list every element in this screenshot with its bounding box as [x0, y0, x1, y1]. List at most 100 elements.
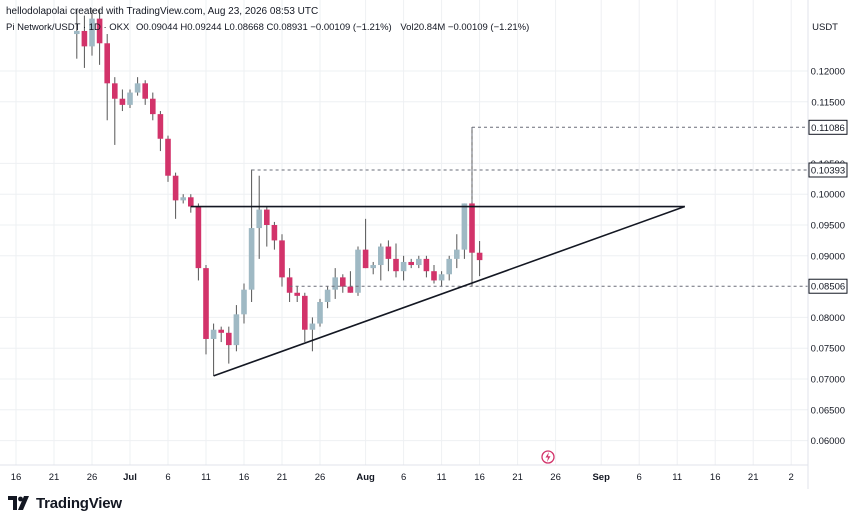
candle[interactable] — [362, 218, 369, 269]
candle[interactable] — [180, 194, 186, 204]
candle[interactable] — [454, 234, 460, 269]
candle[interactable] — [74, 9, 80, 59]
candle[interactable] — [324, 286, 331, 309]
candle[interactable] — [233, 305, 240, 352]
time-tick-label: 11 — [201, 472, 211, 483]
time-tick-label: 26 — [87, 472, 98, 483]
candle[interactable] — [347, 271, 354, 293]
event-marker[interactable] — [541, 450, 555, 464]
price-tick-label: 0.07500 — [811, 344, 845, 355]
candle-body-up — [454, 249, 460, 259]
candle[interactable] — [423, 255, 430, 278]
candle[interactable] — [195, 203, 202, 281]
time-axis[interactable]: 16 21 26 Jul 6 11 16 21 26 Aug 6 11 16 21 26 Sep 6 11 16 21… — [11, 472, 794, 483]
candle[interactable] — [294, 286, 300, 302]
candle-body-down — [279, 240, 285, 278]
volume-change: −0.00109 (−1.21%) — [447, 22, 530, 33]
candle[interactable] — [431, 265, 437, 284]
candle[interactable] — [309, 317, 316, 352]
price-level-tag-label: 0.08506 — [811, 282, 845, 293]
candle[interactable] — [172, 172, 179, 219]
plot-area[interactable] — [74, 9, 808, 377]
price-level-tag-label: 0.11086 — [811, 123, 845, 134]
time-tick-label: 6 — [637, 472, 642, 483]
candle-body-up — [317, 302, 323, 324]
grid — [0, 0, 808, 465]
candle[interactable] — [461, 203, 468, 259]
candle[interactable] — [476, 241, 483, 277]
time-tick-label: 26 — [550, 472, 561, 483]
candle[interactable] — [188, 194, 194, 213]
time-tick-label: 16 — [710, 472, 721, 483]
candle[interactable] — [241, 283, 247, 324]
price-tick-label: 0.09500 — [811, 221, 845, 232]
candle-body-up — [180, 197, 186, 201]
symbol-name[interactable]: Pi Network/USDT · 1D · OKX — [6, 22, 130, 33]
candle[interactable] — [112, 77, 118, 145]
candle-body-up — [248, 228, 255, 290]
candle[interactable] — [150, 92, 156, 121]
time-tick-label: 11 — [437, 472, 447, 483]
candle-body-down — [203, 268, 209, 339]
candle[interactable] — [104, 34, 110, 121]
candle[interactable] — [279, 234, 285, 287]
candle[interactable] — [218, 326, 224, 343]
price-tick-label: 0.09000 — [811, 251, 845, 262]
candle[interactable] — [165, 135, 171, 182]
candle[interactable] — [248, 169, 255, 302]
candle-body-up — [210, 329, 217, 339]
candle-body-up — [134, 83, 141, 93]
candle[interactable] — [416, 255, 422, 269]
tradingview-brand[interactable]: TradingView — [8, 494, 122, 512]
candle[interactable] — [264, 206, 270, 247]
price-level-tag-label: 0.10393 — [811, 165, 845, 176]
price-tick-label: 0.06000 — [811, 436, 845, 447]
candle[interactable] — [370, 261, 376, 275]
candle[interactable] — [286, 268, 293, 302]
candle[interactable] — [317, 298, 323, 327]
candle[interactable] — [127, 89, 133, 108]
candle[interactable] — [96, 9, 103, 65]
candle[interactable] — [203, 265, 209, 355]
candle[interactable] — [408, 258, 414, 269]
candle[interactable] — [142, 80, 148, 105]
candle[interactable] — [332, 268, 338, 299]
candle-body-down — [157, 114, 164, 139]
candle[interactable] — [119, 89, 126, 112]
price-axis[interactable]: 0.120000.115000.105000.100000.095000.090… — [808, 67, 848, 448]
price-tick-label: 0.12000 — [811, 67, 845, 78]
time-tick-label: 16 — [11, 472, 22, 483]
support-trendline[interactable] — [213, 205, 686, 377]
candle-body-up — [378, 246, 384, 266]
candle[interactable] — [446, 255, 452, 281]
candle-body-down — [226, 332, 232, 346]
candle[interactable] — [340, 274, 346, 293]
candle[interactable] — [157, 111, 164, 152]
candle-body-down — [81, 30, 88, 47]
candle-body-down — [340, 277, 346, 287]
candle-body-up — [446, 258, 452, 275]
price-tick-label: 0.06500 — [811, 405, 845, 416]
candle[interactable] — [89, 9, 95, 56]
candle[interactable] — [302, 292, 308, 343]
time-tick-label: 11 — [672, 472, 682, 483]
candle-body-down — [302, 295, 308, 330]
candle[interactable] — [256, 175, 262, 259]
candle[interactable] — [81, 15, 88, 68]
candle[interactable] — [226, 326, 232, 364]
candle[interactable] — [438, 271, 445, 287]
candle[interactable] — [355, 246, 361, 296]
currency-label[interactable]: USDT — [812, 22, 838, 33]
candle[interactable] — [134, 77, 141, 96]
candle[interactable] — [393, 243, 399, 278]
candle[interactable] — [271, 221, 278, 250]
candle[interactable] — [378, 243, 384, 281]
price-tick-label: 0.08000 — [811, 313, 845, 324]
candle-body-down — [431, 271, 437, 281]
candle[interactable] — [400, 255, 407, 281]
candle-body-down — [96, 18, 103, 44]
candle[interactable] — [385, 240, 392, 272]
candle[interactable] — [210, 323, 217, 376]
time-tick-label: 21 — [277, 472, 288, 483]
